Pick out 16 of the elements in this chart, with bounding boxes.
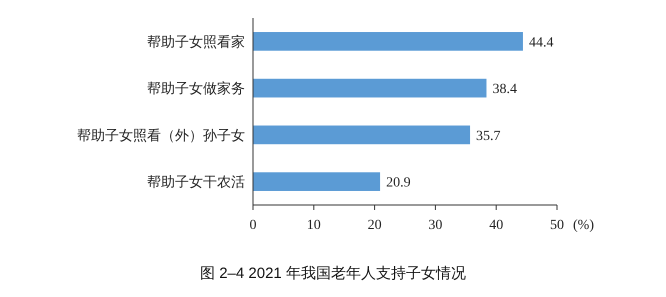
- x-tick-label: 30: [428, 218, 442, 233]
- x-tick-label: 0: [250, 218, 256, 233]
- data-label: 20.9: [386, 176, 411, 191]
- data-label: 38.4: [492, 82, 517, 98]
- x-tick-label: 40: [489, 218, 504, 233]
- y-tick-label: 帮助子女照看（外）孙子女: [77, 128, 245, 144]
- data-label: 44.4: [528, 35, 554, 50]
- text: 图 2–4 2021 年我国老年人支持子女情况: [200, 265, 466, 282]
- y-tick-label: 帮助子女照看家: [147, 34, 245, 50]
- data-label: 35.7: [476, 128, 501, 144]
- x-tick-label: 20: [368, 218, 382, 233]
- x-axis-title: (%): [573, 218, 594, 233]
- y-tick-label: 帮助子女干农活: [147, 174, 245, 191]
- x-tick-label: 50: [550, 218, 564, 233]
- x-tick-label: 10: [306, 218, 321, 233]
- y-tick-label: 帮助子女做家务: [147, 81, 245, 98]
